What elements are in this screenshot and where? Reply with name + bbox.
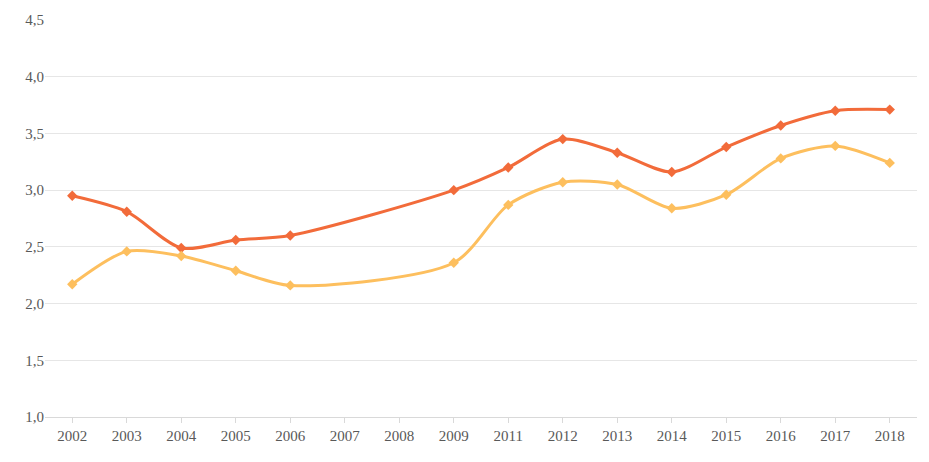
svg-text:2,0: 2,0 [25,296,44,312]
svg-text:1,5: 1,5 [25,353,44,369]
svg-text:2,5: 2,5 [25,239,44,255]
svg-text:2014: 2014 [657,428,688,444]
svg-text:2011: 2011 [494,428,523,444]
svg-text:2008: 2008 [384,428,414,444]
svg-text:2013: 2013 [602,428,632,444]
svg-text:2012: 2012 [548,428,578,444]
svg-text:2003: 2003 [112,428,142,444]
svg-text:3,5: 3,5 [25,126,44,142]
svg-text:1,0: 1,0 [25,409,44,425]
svg-text:2007: 2007 [330,428,361,444]
svg-text:4,0: 4,0 [25,69,44,85]
svg-text:2015: 2015 [711,428,741,444]
svg-text:2004: 2004 [166,428,197,444]
svg-text:2016: 2016 [766,428,797,444]
svg-text:3,0: 3,0 [25,182,44,198]
svg-text:2018: 2018 [875,428,905,444]
svg-text:2006: 2006 [275,428,306,444]
svg-text:4,5: 4,5 [25,12,44,28]
svg-text:2005: 2005 [221,428,251,444]
svg-text:2009: 2009 [439,428,469,444]
svg-text:2002: 2002 [57,428,87,444]
svg-text:2017: 2017 [820,428,851,444]
